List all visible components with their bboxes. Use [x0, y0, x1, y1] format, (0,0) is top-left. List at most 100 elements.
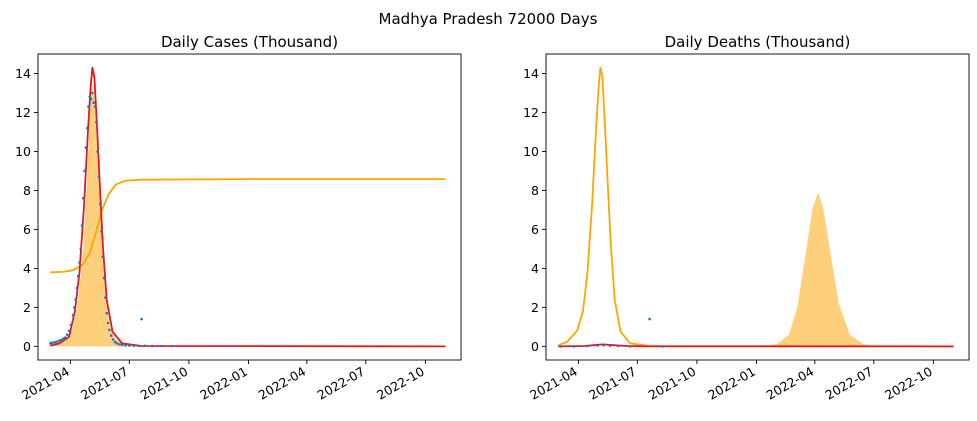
cases-point-36: [102, 276, 106, 280]
cases-x-tick-label-6: 2022-10: [374, 364, 427, 403]
cases-y-tick-label-8: 8: [23, 183, 31, 198]
deaths-y-tick-label-2: 2: [531, 300, 539, 315]
cases-point-40: [108, 328, 111, 332]
deaths-point-8: [648, 317, 651, 321]
deaths-x-tick-label-5: 2022-07: [823, 364, 876, 403]
cases-point-45: [118, 343, 121, 346]
cases-point-4: [56, 340, 59, 343]
cases-point-19: [80, 224, 84, 227]
cases-point-33: [98, 202, 102, 206]
cases-point-38: [105, 311, 108, 315]
cases-point-15: [75, 286, 79, 290]
cases-point-6: [60, 338, 63, 342]
cases-point-18: [79, 247, 83, 251]
cases-x-tick-label-5: 2022-07: [315, 364, 368, 403]
cases-point-39: [106, 321, 110, 325]
cases-point-12: [71, 313, 75, 317]
deaths-x-tick-label-2: 2021-10: [646, 364, 699, 403]
cases-point-14: [74, 298, 77, 301]
cases-point-17: [78, 261, 81, 264]
cases-point-55: [170, 344, 174, 348]
cases-axes-frame: [37, 53, 462, 361]
deaths-point-1: [572, 345, 576, 348]
cases-point-43: [113, 340, 117, 344]
deaths-axes-frame: [545, 53, 970, 361]
deaths-line-line_orange: [557, 66, 954, 348]
cases-point-41: [109, 334, 113, 337]
cases-point-9: [65, 333, 69, 337]
deaths-line-line_red: [558, 343, 954, 348]
cases-point-34: [100, 230, 103, 233]
deaths-y-tick-label-8: 8: [531, 183, 539, 198]
cases-point-47: [124, 344, 127, 347]
cases-line-line_red: [50, 66, 446, 348]
cases-x-tick-label-0: 2021-04: [19, 364, 72, 403]
cases-point-44: [115, 342, 119, 345]
cases-y-tick-label-12: 12: [15, 105, 31, 120]
cases-point-52: [143, 344, 147, 348]
cases-point-10: [67, 329, 71, 333]
cases-point-21: [83, 169, 86, 173]
cases-point-53: [150, 344, 154, 348]
cases-point-28: [92, 101, 95, 104]
cases-point-24: [87, 105, 90, 108]
deaths-point-7: [628, 345, 632, 348]
cases-x-tick-label-4: 2022-04: [256, 364, 309, 403]
cases-line-line_orange: [50, 178, 446, 274]
cases-point-26: [89, 97, 93, 101]
deaths-point-6: [616, 344, 620, 348]
deaths-x-tick-label-3: 2022-01: [705, 364, 758, 403]
cases-point-23: [85, 126, 89, 130]
cases-y-tick-label-14: 14: [15, 66, 31, 81]
cases-point-49: [132, 344, 136, 348]
cases-point-32: [97, 175, 101, 179]
deaths-point-3: [596, 344, 600, 347]
deaths-point-0: [559, 345, 563, 348]
deaths-point-4: [602, 343, 605, 347]
deaths-point-9: [661, 345, 665, 348]
cases-x-tick-label-1: 2021-07: [78, 364, 131, 403]
cases-y-tick-label-6: 6: [23, 222, 31, 237]
cases-point-31: [96, 150, 99, 153]
cases-point-37: [104, 296, 107, 299]
cases-point-54: [160, 344, 163, 348]
cases-x-tick-label-3: 2022-01: [197, 364, 250, 403]
cases-point-48: [128, 344, 131, 347]
deaths-y-tick-label-0: 0: [531, 339, 539, 354]
cases-point-27: [91, 91, 94, 95]
cases-point-35: [101, 255, 105, 258]
cases-y-tick-label-2: 2: [23, 300, 31, 315]
deaths-x-tick-label-4: 2022-04: [764, 364, 817, 403]
cases-point-50: [137, 344, 140, 348]
cases-point-22: [84, 146, 88, 149]
cases-point-51: [140, 317, 143, 321]
cases-chart-title: Daily Cases (Thousand): [161, 33, 338, 51]
deaths-x-tick-label-1: 2021-07: [586, 364, 639, 403]
figure-title: Madhya Pradesh 72000 Days: [379, 10, 598, 28]
cases-point-29: [93, 105, 97, 108]
cases-y-tick-label-10: 10: [15, 144, 31, 159]
cases-x-tick-label-2: 2021-10: [138, 364, 191, 403]
cases-point-8: [63, 336, 67, 339]
cases-point-20: [82, 196, 85, 200]
deaths-area-0: [558, 192, 954, 347]
deaths-point-2: [586, 344, 589, 348]
cases-point-46: [120, 343, 124, 347]
cases-point-13: [73, 306, 76, 309]
cases-plot-area: [49, 66, 446, 348]
deaths-chart-title: Daily Deaths (Thousand): [665, 33, 851, 51]
deaths-y-tick-label-10: 10: [523, 144, 539, 159]
deaths-y-tick-label-14: 14: [523, 66, 539, 81]
deaths-point-5: [608, 344, 612, 347]
cases-y-tick-label-0: 0: [23, 339, 31, 354]
cases-area-0: [50, 85, 446, 347]
cases-point-2: [52, 341, 55, 344]
deaths-y-tick-label-12: 12: [523, 105, 539, 120]
cases-point-30: [95, 120, 98, 124]
deaths-x-tick-label-6: 2022-10: [882, 364, 935, 403]
deaths-plot-area: [557, 66, 954, 348]
deaths-x-tick-label-0: 2021-04: [527, 364, 580, 403]
